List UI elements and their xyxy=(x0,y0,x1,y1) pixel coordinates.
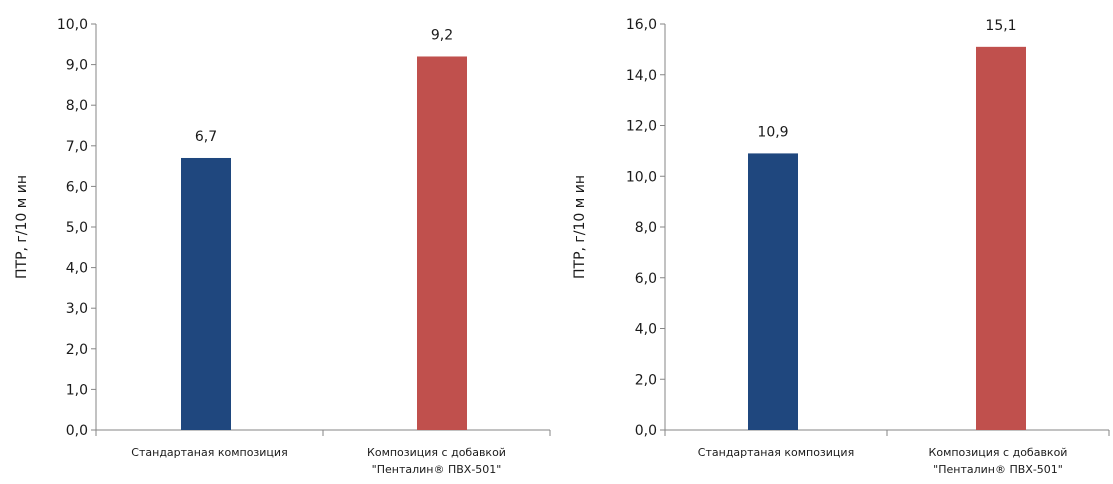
y-tick-label: 8,0 xyxy=(635,220,657,236)
data-label: 9,2 xyxy=(431,27,453,43)
bar xyxy=(417,56,467,430)
y-tick-label: 0,0 xyxy=(66,423,88,439)
data-label: 15,1 xyxy=(985,18,1016,34)
y-tick-label: 16,0 xyxy=(626,17,657,33)
y-tick-label: 10,0 xyxy=(57,17,88,33)
y-tick-label: 8,0 xyxy=(66,98,88,114)
bar xyxy=(748,153,798,430)
data-label: 6,7 xyxy=(195,129,217,145)
y-tick-label: 2,0 xyxy=(66,342,88,358)
bar xyxy=(976,46,1026,431)
x-category-label-line: "Пенталин® ПВХ-501" xyxy=(372,463,502,476)
y-axis-title: ПТР, г/10 м ин xyxy=(572,175,588,279)
data-label: 10,9 xyxy=(757,124,788,140)
y-tick-label: 9,0 xyxy=(66,58,88,74)
x-category-label: Стандартаная композиция xyxy=(131,446,287,459)
y-axis-title: ПТР, г/10 м ин xyxy=(14,175,30,279)
x-category-label-line: Композиция с добавкой xyxy=(929,446,1068,459)
y-tick-label: 6,0 xyxy=(66,179,88,195)
y-tick-label: 4,0 xyxy=(66,261,88,277)
y-tick-label: 1,0 xyxy=(66,382,88,398)
y-tick-label: 14,0 xyxy=(626,68,657,84)
x-category-label: Стандартаная композиция xyxy=(698,446,854,459)
y-tick-label: 6,0 xyxy=(635,271,657,287)
x-category-label-line: "Пенталин® ПВХ-501" xyxy=(933,463,1063,476)
x-category-label-line: Композиция с добавкой xyxy=(367,446,506,459)
y-tick-label: 3,0 xyxy=(66,301,88,317)
x-category-label: Композиция с добавкой "Пенталин® ПВХ-501" xyxy=(929,446,1068,476)
bar xyxy=(181,157,231,431)
x-category-label-line: Стандартаная композиция xyxy=(131,446,287,459)
chart-1: 0,0 1,0 2,0 3,0 4,0 5,0 6,0 7,0 8,0 9,0 10,0 6,7 Ста… xyxy=(14,17,551,476)
y-tick-label: 12,0 xyxy=(626,119,657,135)
y-tick-label: 2,0 xyxy=(635,372,657,388)
x-category-label-line: Стандартаная композиция xyxy=(698,446,854,459)
y-tick-label: 0,0 xyxy=(635,423,657,439)
y-tick-label: 10,0 xyxy=(626,169,657,185)
y-tick-label: 4,0 xyxy=(635,322,657,338)
y-tick-label: 7,0 xyxy=(66,139,88,155)
y-tick-label: 5,0 xyxy=(66,220,88,236)
x-category-label: Композиция с добавкой "Пенталин® ПВХ-501" xyxy=(367,446,506,476)
chart-2: 0,0 2,0 4,0 6,0 8,0 10,0 12,0 14,0 16,0 10,9 Станд… xyxy=(572,17,1110,476)
